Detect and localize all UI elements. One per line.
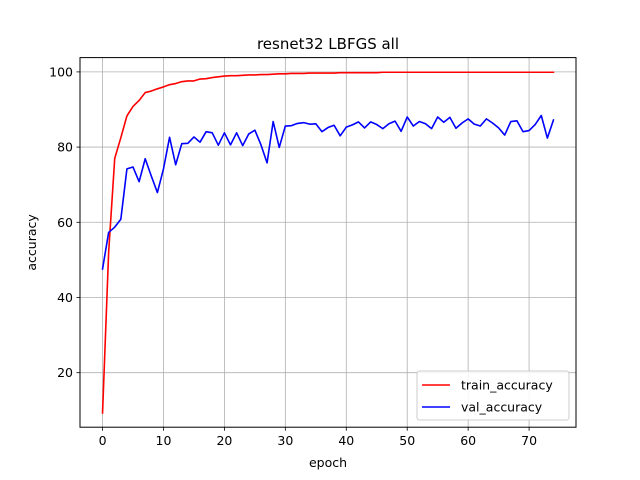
legend-label: train_accuracy: [461, 378, 553, 393]
x-tick-label: 20: [216, 433, 232, 448]
y-tick-label: 20: [57, 365, 73, 380]
y-tick-label: 40: [57, 290, 73, 305]
x-tick-label: 60: [460, 433, 476, 448]
y-axis-title: accuracy: [24, 214, 39, 271]
y-tick-label: 100: [49, 64, 73, 79]
x-tick-label: 10: [156, 433, 172, 448]
data-series: [101, 71, 555, 414]
x-tick-label: 70: [521, 433, 537, 448]
y-tick-label: 80: [57, 140, 73, 155]
series-line-val-accuracy: [101, 114, 555, 270]
x-tick-label: 50: [399, 433, 415, 448]
x-axis-title: epoch: [309, 455, 347, 470]
chart-title: resnet32 LBFGS all: [257, 35, 399, 53]
legend-label: val_accuracy: [461, 400, 543, 415]
series-line-train-accuracy: [101, 71, 555, 414]
x-tick-label: 0: [99, 433, 107, 448]
axis-ticks: 0 10 20 30 40 50 60 70 20 40 60 80 100: [49, 64, 537, 448]
legend-box: [416, 370, 570, 421]
grid-lines: [80, 57, 576, 428]
y-tick-label: 60: [57, 215, 73, 230]
x-tick-label: 40: [338, 433, 354, 448]
plot-area-frame: [79, 57, 577, 428]
legend: train_accuracy val_accuracy: [416, 370, 570, 421]
x-tick-label: 30: [277, 433, 293, 448]
